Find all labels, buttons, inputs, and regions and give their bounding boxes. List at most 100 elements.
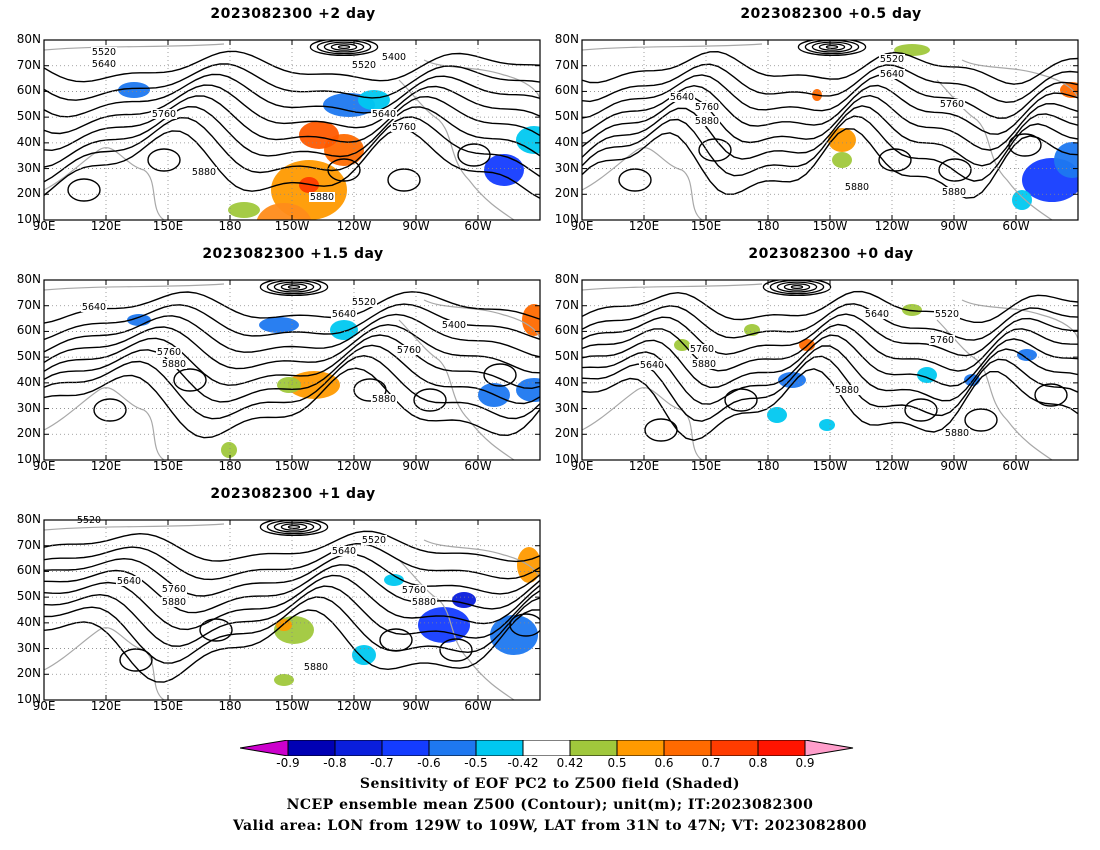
colorbar-tick-label: -0.9 [276, 756, 300, 770]
colorbar-tick-label: 0.5 [607, 756, 627, 770]
lat-tick-label: 80N [554, 272, 579, 286]
contour-label: 5640 [117, 576, 141, 587]
contour-label: 5640 [92, 59, 116, 70]
contour-label: 5400 [382, 52, 406, 63]
colorbar-tick-label: -0.6 [417, 756, 441, 770]
contour-label: 5640 [640, 360, 664, 371]
lon-tick-label: 90E [570, 219, 594, 233]
grid-lines [582, 40, 1078, 220]
sensitivity-shading [516, 126, 540, 154]
contour-label: 5520 [92, 47, 116, 58]
caption-line-1: Sensitivity of EOF PC2 to Z500 field (Sh… [359, 776, 741, 792]
contour-label: 5520 [880, 54, 904, 65]
colorbar-segment [757, 740, 806, 756]
contour-label: 5760 [157, 347, 181, 358]
map-panel-plus1p5day: 5640 5520 5640 5400 5760 5880 5760 5880 [43, 279, 541, 461]
lat-tick-label: 10N [16, 212, 41, 226]
lon-tick-label: 120E [90, 459, 122, 473]
lat-tick-label: 10N [16, 692, 41, 706]
sensitivity-shading [221, 442, 237, 458]
lat-tick-label: 20N [554, 186, 579, 201]
contour-label: 5760 [397, 345, 421, 356]
contour-label: 5640 [372, 109, 396, 120]
lon-tick-label: 150W [812, 219, 848, 233]
sensitivity-shading [828, 128, 856, 152]
sensitivity-shading [330, 320, 358, 340]
contour-label: 5640 [865, 309, 889, 320]
contour-label: 5520 [352, 60, 376, 71]
lat-tick-label: 30N [554, 400, 579, 415]
lon-tick-label: 120W [874, 219, 910, 233]
lon-tick-label: 120W [336, 699, 372, 713]
lon-tick-label: 150E [690, 219, 722, 233]
lon-tick-label: 120W [336, 459, 372, 473]
colorbar-tick-label: 0.42 [556, 756, 584, 770]
colorbar-segment [428, 740, 477, 756]
lat-tick-label: 50N [554, 349, 579, 364]
map-panel-plus2day: 5640 5520 5760 5520 5640 5760 5880 5880 5400 [43, 39, 541, 221]
contour-label: 5520 [352, 297, 376, 308]
map-svg: 5640 5520 5760 5760 5880 5640 5880 5880 [581, 279, 1079, 461]
lon-tick-label: 120E [90, 219, 122, 233]
colorbar-tick-label: 0.7 [701, 756, 721, 770]
lon-tick-label: 120W [874, 459, 910, 473]
lon-tick-label: 60W [464, 699, 492, 713]
contour-label: 5520 [935, 309, 959, 320]
contour-label: 5880 [304, 662, 328, 673]
contour-label: 5880 [310, 192, 334, 203]
panel-title: 2023082300 +0.5 day [740, 6, 922, 22]
lat-tick-label: 30N [16, 400, 41, 415]
lat-tick-label: 70N [16, 57, 41, 72]
colorbar-segment [334, 740, 383, 756]
sensitivity-shading [118, 82, 150, 98]
lat-tick-label: 30N [16, 640, 41, 655]
colorbar-tick-label: 0.9 [795, 756, 815, 770]
sensitivity-shading [674, 339, 690, 351]
colorbar-segment [616, 740, 665, 756]
colorbar-segment [522, 740, 571, 756]
contour-label: 5880 [162, 597, 186, 608]
sensitivity-shading [1012, 190, 1032, 210]
coastline [44, 43, 540, 220]
lon-tick-label: 90E [32, 699, 56, 713]
contour-label: 5400 [442, 320, 466, 331]
sensitivity-shading [358, 90, 390, 110]
lat-tick-label: 20N [554, 426, 579, 441]
sensitivity-shading [767, 407, 787, 423]
lat-tick-label: 40N [16, 134, 41, 149]
contour-label: 5760 [940, 99, 964, 110]
colorbar-segment [287, 740, 336, 756]
lat-tick-label: 40N [554, 374, 579, 389]
panel-title: 2023082300 +2 day [210, 6, 376, 22]
lat-tick-label: 80N [16, 32, 41, 46]
colorbar-extend-high [804, 740, 854, 756]
colorbar-extend-low [240, 740, 289, 756]
panel-title: 2023082300 +1 day [210, 486, 376, 502]
contour-label: 5760 [695, 102, 719, 113]
sensitivity-shading [522, 304, 540, 336]
panel-title: 2023082300 +1.5 day [202, 246, 384, 262]
grid-lines [44, 520, 540, 700]
colorbar-tick-label: 0.8 [748, 756, 768, 770]
map-panel-plus1day: 5520 5520 5640 5640 5760 5880 5760 5880 5880 [43, 515, 541, 701]
sensitivity-shading [484, 154, 524, 186]
coastline [582, 283, 1078, 460]
lon-tick-label: 90W [940, 219, 968, 233]
contour-label: 5880 [945, 428, 969, 439]
lat-tick-label: 60N [16, 323, 41, 338]
contour-label: 5880 [835, 385, 859, 396]
colorbar [240, 740, 854, 756]
colorbar-tick-label: -0.7 [370, 756, 394, 770]
sensitivity-shading [256, 203, 312, 220]
contour-label: 5880 [412, 597, 436, 608]
lon-tick-label: 60W [1002, 459, 1030, 473]
lon-tick-label: 150E [152, 459, 184, 473]
coastline [44, 283, 540, 460]
lat-tick-label: 60N [554, 323, 579, 338]
lon-tick-label: 150E [152, 219, 184, 233]
lat-tick-label: 80N [16, 512, 41, 526]
lon-tick-label: 150W [274, 699, 310, 713]
lon-tick-label: 90W [940, 459, 968, 473]
caption-line-3: Valid area: LON from 129W to 109W, LAT f… [232, 818, 868, 834]
